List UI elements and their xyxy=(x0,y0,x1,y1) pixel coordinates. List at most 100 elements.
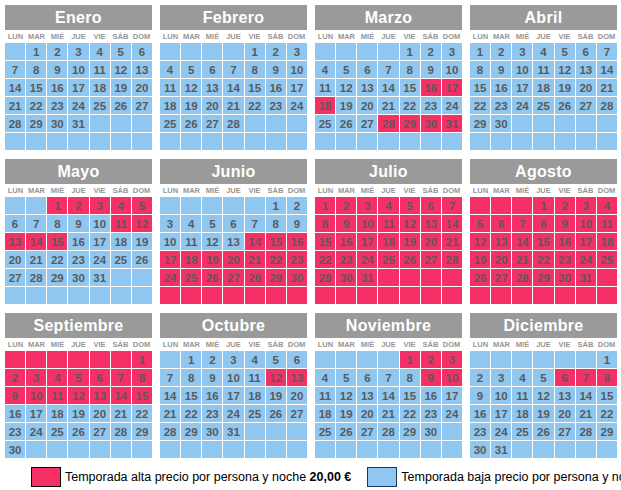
weekday-label: LUN xyxy=(470,186,491,195)
day-cell: 10 xyxy=(357,215,377,232)
day-cell: 22 xyxy=(26,97,46,114)
filler-cell xyxy=(576,287,596,304)
day-cell: 12 xyxy=(181,79,201,96)
weekday-header-row: LUNMARMIÉJUEVIESÁBDOM xyxy=(470,184,617,197)
day-cell: 2 xyxy=(421,351,441,368)
empty-cell xyxy=(181,197,201,214)
filler-cell xyxy=(181,287,201,304)
weekday-label: VIE xyxy=(399,32,420,41)
weekday-label: MIÉ xyxy=(202,32,223,41)
empty-cell xyxy=(245,115,265,132)
weekday-label: JUE xyxy=(378,186,399,195)
filler-cell xyxy=(555,287,575,304)
day-cell: 25 xyxy=(111,251,131,268)
empty-cell xyxy=(26,441,46,458)
day-cell: 29 xyxy=(400,423,420,440)
day-cell: 22 xyxy=(533,251,553,268)
weekday-label: DOM xyxy=(441,186,462,195)
day-cell: 18 xyxy=(160,97,180,114)
filler-cell xyxy=(315,287,335,304)
day-cell: 22 xyxy=(597,405,617,422)
day-cell: 9 xyxy=(555,215,575,232)
filler-cell xyxy=(287,133,307,150)
weekday-label: LUN xyxy=(315,32,336,41)
day-cell: 20 xyxy=(491,251,511,268)
day-cell: 10 xyxy=(160,233,180,250)
day-cell: 21 xyxy=(111,405,131,422)
high-season-swatch xyxy=(31,467,61,487)
month-title: Octubre xyxy=(160,313,307,338)
weekday-label: VIE xyxy=(399,186,420,195)
weekday-label: JUE xyxy=(223,340,244,349)
weekday-header-row: LUNMARMIÉJUEVIESÁBDOM xyxy=(5,338,152,351)
day-cell: 17 xyxy=(26,405,46,422)
day-cell: 1 xyxy=(470,43,490,60)
empty-cell xyxy=(47,441,67,458)
empty-cell xyxy=(491,197,511,214)
empty-cell xyxy=(442,423,462,440)
day-cell: 9 xyxy=(202,369,222,386)
month-octubre: OctubreLUNMARMIÉJUEVIESÁBDOM123456789101… xyxy=(160,313,307,458)
day-cell: 10 xyxy=(90,215,110,232)
day-cell: 13 xyxy=(223,233,243,250)
day-cell: 29 xyxy=(400,115,420,132)
days-grid: 1234567891011121314151617181920212223242… xyxy=(315,197,462,304)
month-title: Diciembre xyxy=(470,313,617,338)
day-cell: 27 xyxy=(223,269,243,286)
filler-cell xyxy=(181,133,201,150)
weekday-label: MIÉ xyxy=(357,186,378,195)
day-cell: 14 xyxy=(378,387,398,404)
weekday-label: DOM xyxy=(596,32,617,41)
filler-cell xyxy=(26,287,46,304)
empty-cell xyxy=(132,441,152,458)
empty-cell xyxy=(576,441,596,458)
empty-cell xyxy=(287,115,307,132)
weekday-label: VIE xyxy=(244,340,265,349)
filler-cell xyxy=(5,133,25,150)
day-cell: 13 xyxy=(421,215,441,232)
day-cell: 8 xyxy=(266,215,286,232)
day-cell: 15 xyxy=(266,233,286,250)
empty-cell xyxy=(266,115,286,132)
day-cell: 26 xyxy=(400,251,420,268)
day-cell: 17 xyxy=(442,79,462,96)
day-cell: 2 xyxy=(470,369,490,386)
day-cell: 12 xyxy=(400,215,420,232)
day-cell: 6 xyxy=(132,43,152,60)
day-cell: 14 xyxy=(26,233,46,250)
weekday-label: DOM xyxy=(286,340,307,349)
filler-cell xyxy=(266,133,286,150)
filler-cell xyxy=(245,287,265,304)
day-cell: 25 xyxy=(533,97,553,114)
day-cell: 12 xyxy=(533,387,553,404)
day-cell: 30 xyxy=(202,423,222,440)
empty-cell xyxy=(68,351,88,368)
weekday-header-row: LUNMARMIÉJUEVIESÁBDOM xyxy=(160,338,307,351)
day-cell: 3 xyxy=(442,43,462,60)
weekday-label: MIÉ xyxy=(202,340,223,349)
weekday-label: SÁB xyxy=(110,186,131,195)
day-cell: 25 xyxy=(315,115,335,132)
weekday-label: SÁB xyxy=(575,186,596,195)
day-cell: 12 xyxy=(266,369,286,386)
day-cell: 22 xyxy=(181,405,201,422)
high-season-price: 20,00 € xyxy=(310,470,352,484)
weekday-label: MAR xyxy=(336,186,357,195)
day-cell: 25 xyxy=(90,97,110,114)
filler-cell xyxy=(576,133,596,150)
day-cell: 7 xyxy=(245,215,265,232)
day-cell: 20 xyxy=(421,233,441,250)
day-cell: 18 xyxy=(90,79,110,96)
day-cell: 19 xyxy=(400,233,420,250)
day-cell: 17 xyxy=(68,79,88,96)
day-cell: 18 xyxy=(111,233,131,250)
day-cell: 21 xyxy=(5,97,25,114)
day-cell: 11 xyxy=(597,215,617,232)
filler-cell xyxy=(442,133,462,150)
day-cell: 23 xyxy=(421,405,441,422)
empty-cell xyxy=(160,43,180,60)
day-cell: 7 xyxy=(597,43,617,60)
weekday-label: VIE xyxy=(244,186,265,195)
day-cell: 17 xyxy=(90,233,110,250)
day-cell: 15 xyxy=(132,387,152,404)
